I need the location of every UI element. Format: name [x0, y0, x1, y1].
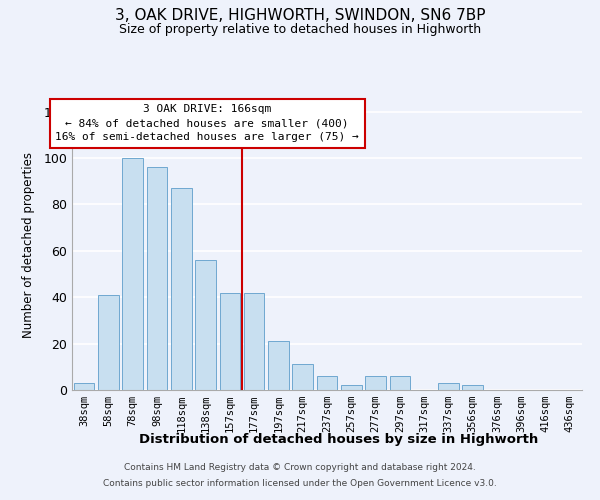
Bar: [244, 292, 265, 390]
Y-axis label: Number of detached properties: Number of detached properties: [22, 152, 35, 338]
Text: Contains HM Land Registry data © Crown copyright and database right 2024.: Contains HM Land Registry data © Crown c…: [124, 464, 476, 472]
Bar: [317, 376, 337, 390]
Bar: [74, 383, 94, 390]
Bar: [171, 188, 191, 390]
Text: Size of property relative to detached houses in Highworth: Size of property relative to detached ho…: [119, 22, 481, 36]
Bar: [463, 386, 483, 390]
Text: 3 OAK DRIVE: 166sqm
← 84% of detached houses are smaller (400)
16% of semi-detac: 3 OAK DRIVE: 166sqm ← 84% of detached ho…: [55, 104, 359, 142]
Bar: [146, 168, 167, 390]
Bar: [438, 383, 459, 390]
Text: 3, OAK DRIVE, HIGHWORTH, SWINDON, SN6 7BP: 3, OAK DRIVE, HIGHWORTH, SWINDON, SN6 7B…: [115, 8, 485, 22]
Text: Distribution of detached houses by size in Highworth: Distribution of detached houses by size …: [139, 432, 539, 446]
Bar: [98, 295, 119, 390]
Bar: [268, 342, 289, 390]
Bar: [389, 376, 410, 390]
Bar: [220, 292, 240, 390]
Bar: [341, 386, 362, 390]
Bar: [365, 376, 386, 390]
Bar: [195, 260, 216, 390]
Bar: [292, 364, 313, 390]
Text: Contains public sector information licensed under the Open Government Licence v3: Contains public sector information licen…: [103, 478, 497, 488]
Bar: [122, 158, 143, 390]
